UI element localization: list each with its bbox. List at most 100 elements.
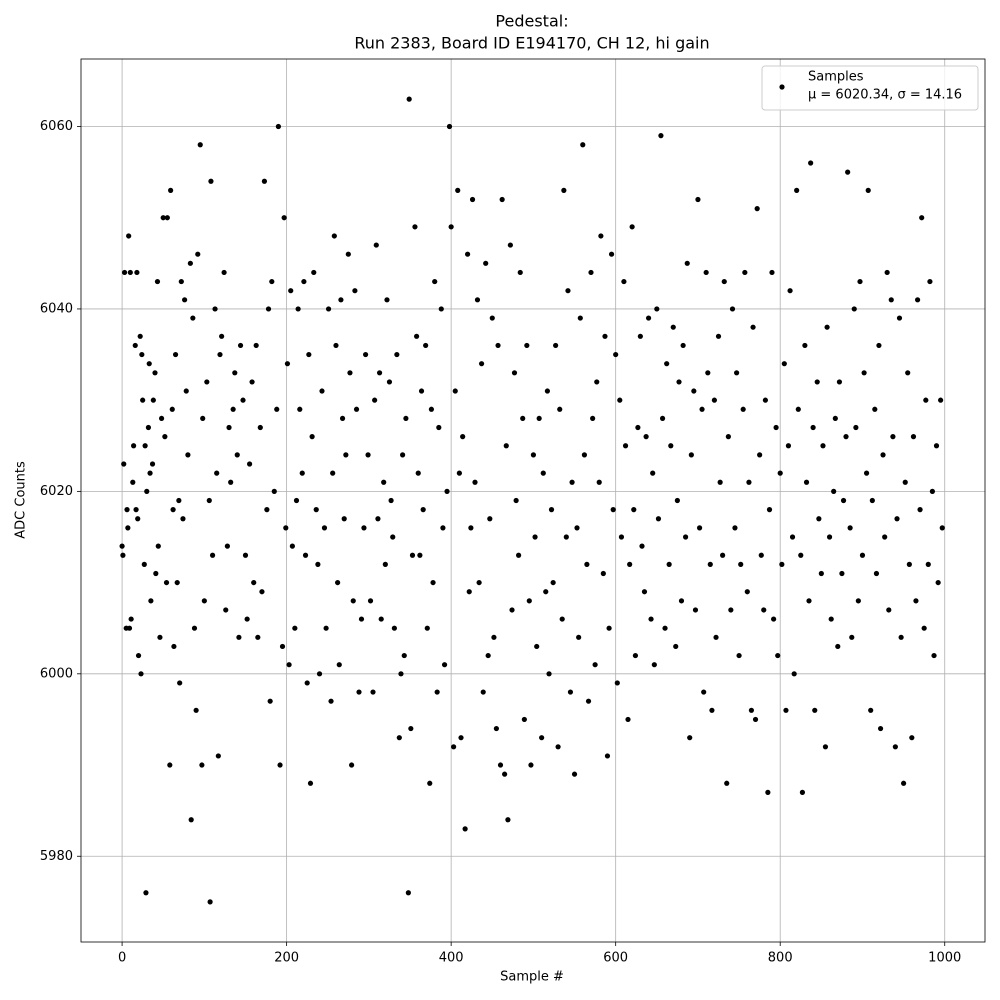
data-point bbox=[715, 333, 722, 339]
data-point bbox=[427, 780, 433, 786]
data-point bbox=[762, 397, 768, 403]
data-point bbox=[155, 543, 161, 549]
data-point bbox=[659, 415, 666, 422]
data-point bbox=[729, 306, 736, 312]
data-point bbox=[185, 452, 191, 458]
data-point bbox=[596, 479, 602, 485]
data-point bbox=[738, 561, 744, 567]
data-point bbox=[621, 278, 627, 285]
data-point bbox=[168, 187, 174, 193]
data-point bbox=[795, 406, 801, 412]
data-point bbox=[236, 634, 242, 640]
data-point bbox=[546, 671, 552, 677]
data-point bbox=[569, 479, 575, 485]
data-point bbox=[331, 233, 337, 239]
data-point bbox=[130, 479, 136, 485]
data-point bbox=[434, 689, 440, 695]
data-point bbox=[543, 589, 549, 595]
y-axis-label: ADC Counts bbox=[14, 461, 29, 539]
data-point bbox=[493, 725, 499, 732]
data-point bbox=[705, 370, 711, 376]
data-point bbox=[328, 698, 334, 704]
data-point bbox=[732, 525, 738, 531]
data-point bbox=[394, 351, 400, 358]
data-point bbox=[375, 516, 381, 522]
data-point bbox=[799, 789, 806, 796]
data-point bbox=[126, 233, 132, 239]
data-point bbox=[923, 397, 929, 403]
data-point bbox=[682, 534, 689, 540]
data-point bbox=[614, 680, 620, 686]
data-point bbox=[902, 479, 908, 485]
data-point bbox=[931, 652, 937, 659]
data-point bbox=[880, 452, 886, 458]
data-point bbox=[396, 735, 402, 741]
data-point bbox=[775, 652, 781, 659]
data-point bbox=[728, 607, 734, 613]
data-point bbox=[172, 351, 179, 358]
data-point bbox=[585, 698, 592, 704]
data-point bbox=[869, 497, 875, 504]
data-point bbox=[267, 698, 273, 704]
data-point bbox=[553, 342, 559, 349]
data-point bbox=[818, 570, 824, 577]
data-point bbox=[135, 516, 141, 522]
data-point bbox=[121, 461, 127, 467]
data-point bbox=[432, 278, 438, 285]
data-point bbox=[517, 269, 523, 276]
data-point bbox=[754, 205, 760, 212]
data-point bbox=[905, 370, 911, 376]
data-point bbox=[451, 744, 457, 750]
data-point bbox=[559, 616, 565, 622]
data-point bbox=[339, 415, 346, 422]
data-point bbox=[857, 278, 863, 285]
data-point bbox=[584, 561, 590, 567]
data-point bbox=[687, 735, 693, 741]
legend-annotation: μ = 6020.34, σ = 14.16 bbox=[808, 88, 962, 103]
data-point bbox=[163, 579, 170, 586]
data-point bbox=[497, 762, 504, 768]
data-point bbox=[121, 269, 128, 276]
data-point bbox=[872, 406, 878, 412]
data-point bbox=[362, 351, 369, 358]
data-point bbox=[914, 297, 921, 303]
data-point bbox=[892, 744, 898, 750]
data-point bbox=[643, 434, 649, 440]
data-point bbox=[269, 278, 275, 285]
data-point bbox=[145, 424, 152, 431]
data-point bbox=[418, 388, 425, 394]
data-point bbox=[771, 616, 777, 622]
data-point bbox=[868, 707, 874, 713]
data-point bbox=[617, 397, 623, 403]
data-point bbox=[781, 361, 787, 367]
data-point bbox=[581, 452, 588, 458]
data-point bbox=[424, 625, 430, 631]
data-point bbox=[794, 187, 800, 193]
data-point bbox=[251, 579, 257, 586]
data-point bbox=[478, 361, 485, 367]
data-point bbox=[180, 516, 186, 522]
data-point bbox=[532, 534, 538, 540]
data-point bbox=[565, 288, 571, 294]
data-point bbox=[319, 388, 325, 394]
data-point bbox=[119, 543, 125, 549]
data-point bbox=[757, 452, 763, 458]
data-point bbox=[536, 415, 542, 422]
data-point bbox=[472, 479, 478, 485]
data-point bbox=[720, 552, 726, 558]
data-point bbox=[520, 415, 526, 422]
data-point bbox=[460, 434, 466, 440]
data-point bbox=[939, 525, 945, 531]
data-point bbox=[386, 379, 393, 385]
data-point bbox=[138, 671, 144, 677]
data-point bbox=[629, 224, 635, 230]
data-point bbox=[929, 488, 935, 494]
data-point bbox=[814, 379, 820, 385]
data-point bbox=[890, 434, 896, 440]
data-point bbox=[209, 552, 216, 558]
data-point bbox=[193, 707, 199, 713]
data-point bbox=[358, 616, 365, 622]
data-point bbox=[468, 525, 474, 531]
data-point bbox=[170, 507, 176, 513]
data-point bbox=[188, 817, 194, 823]
